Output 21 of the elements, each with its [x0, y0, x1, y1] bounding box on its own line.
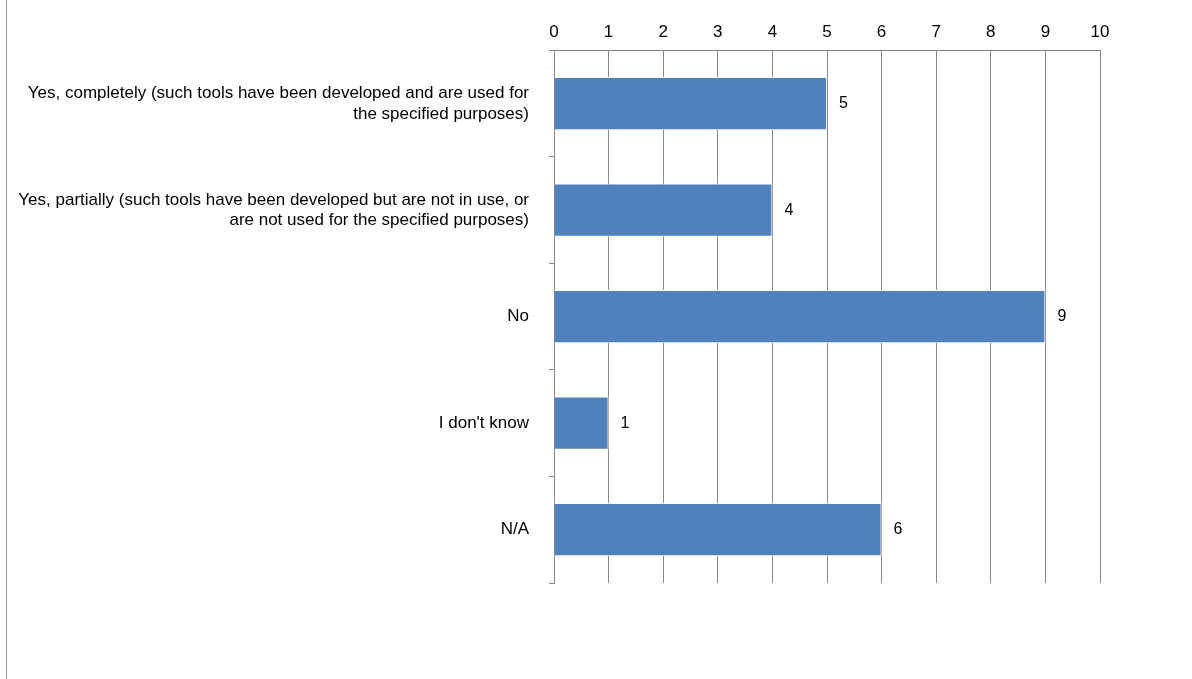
- y-tick-label: Yes, partially (such tools have been developed but are not in use, or are not used for the specified purposes): [18, 189, 530, 230]
- x-tick-label: 0: [549, 21, 559, 41]
- y-tick-label: Yes, completely (such tools have been developed and are used for the specified purposes): [27, 83, 530, 123]
- y-tick-label: No: [507, 306, 529, 326]
- y-tick-label: I don't know: [438, 412, 530, 432]
- data-label: 9: [1057, 307, 1067, 325]
- data-label: 4: [784, 200, 794, 218]
- x-tick-label: 2: [658, 21, 668, 41]
- x-tick-label: 8: [986, 21, 996, 41]
- data-label: 1: [620, 413, 630, 431]
- data-label: 6: [893, 520, 903, 538]
- x-tick-label: 5: [822, 21, 832, 41]
- x-tick-label: 6: [876, 21, 887, 41]
- x-tick-label: 10: [1090, 21, 1110, 41]
- x-tick-label: 9: [1040, 21, 1051, 41]
- x-tick-label: 1: [603, 21, 614, 41]
- x-tick-label: 4: [767, 21, 778, 41]
- x-tick-label: 3: [713, 21, 723, 41]
- y-tick-label: N/A: [500, 519, 530, 539]
- data-label: 5: [839, 94, 848, 112]
- x-tick-label: 7: [931, 21, 941, 41]
